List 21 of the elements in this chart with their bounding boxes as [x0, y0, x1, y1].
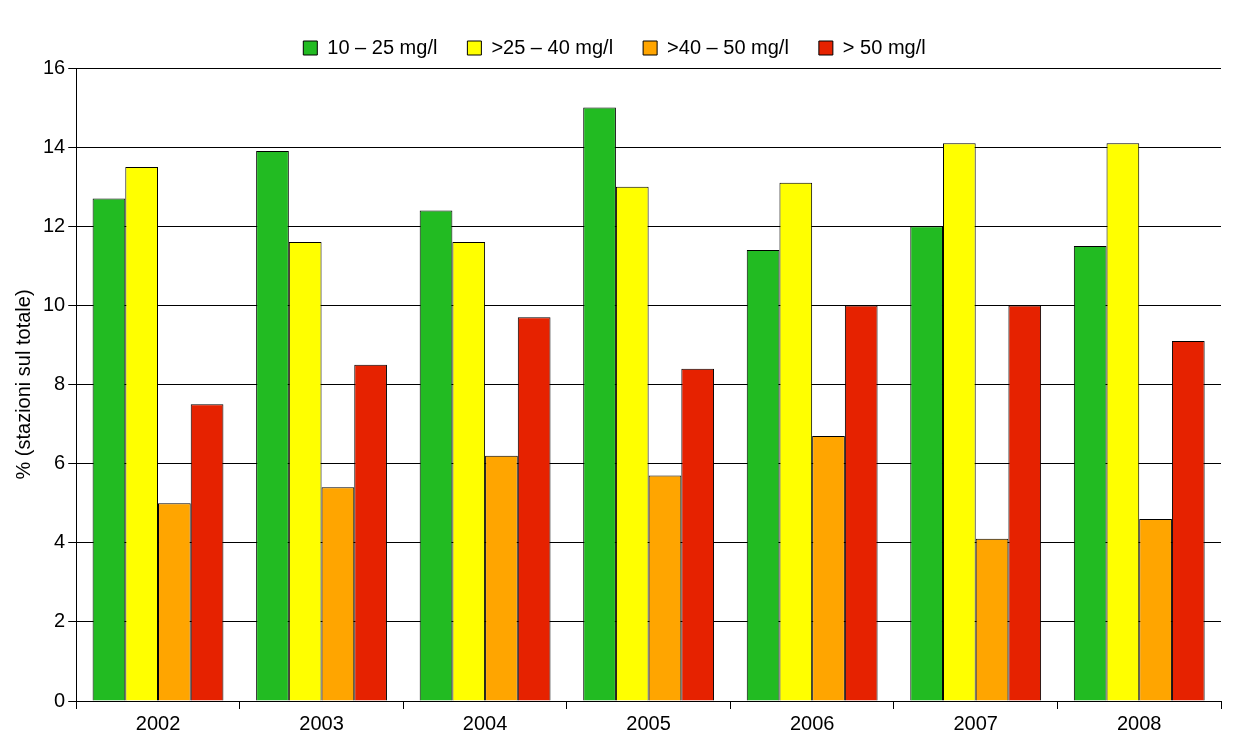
- x-tick-label: 2002: [135, 711, 181, 734]
- y-tick-label: 0: [54, 688, 66, 711]
- legend-label: >25 – 40 mg/l: [491, 35, 614, 58]
- x-tick-label: 2003: [299, 711, 344, 734]
- x-tick-label: 2007: [953, 711, 998, 734]
- legend-label: > 50 mg/l: [842, 35, 926, 58]
- y-tick-label: 10: [43, 292, 66, 315]
- y-tick-label: 8: [54, 372, 66, 395]
- y-tick-label: 14: [43, 134, 66, 157]
- legend-label: 10 – 25 mg/l: [327, 35, 438, 58]
- y-tick-label: 16: [43, 55, 66, 78]
- x-tick-label: 2006: [789, 711, 835, 734]
- y-axis-title: % (stazioni sul totale): [11, 289, 34, 480]
- x-tick-label: 2004: [462, 711, 508, 734]
- x-tick-label: 2008: [1116, 711, 1162, 734]
- y-tick-label: 6: [54, 451, 66, 474]
- legend-label: >40 – 50 mg/l: [667, 35, 789, 58]
- y-tick-label: 12: [43, 213, 66, 236]
- x-tick-label: 2005: [626, 711, 671, 734]
- y-tick-label: 2: [54, 609, 66, 632]
- y-tick-label: 4: [54, 530, 66, 553]
